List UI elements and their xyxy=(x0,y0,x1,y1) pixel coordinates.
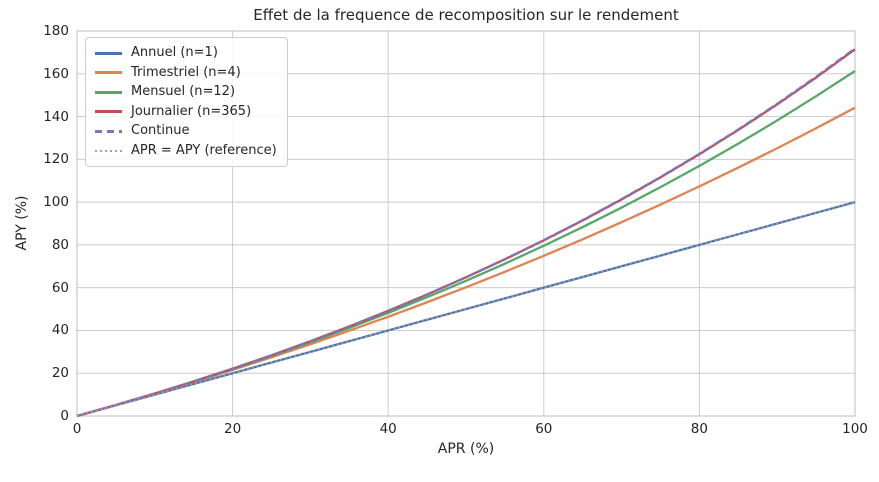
series-line-apr-apy-reference xyxy=(76,201,856,417)
legend-line-swatch xyxy=(95,129,122,133)
y-tick-label: 160 xyxy=(43,65,69,82)
legend-label: Mensuel (n=12) xyxy=(131,84,236,99)
legend-item: APR = APY (reference) xyxy=(95,143,277,160)
legend-item: Continue xyxy=(95,123,277,140)
x-tick-label: 20 xyxy=(224,421,242,437)
legend-line-swatch xyxy=(95,90,122,94)
x-tick-label: 100 xyxy=(842,421,868,437)
legend-item: Journalier (n=365) xyxy=(95,104,277,121)
x-tick-label: 40 xyxy=(379,421,397,437)
y-tick-label: 140 xyxy=(43,108,69,125)
x-axis-label: APR (%) xyxy=(437,441,495,457)
y-tick-label: 120 xyxy=(43,151,69,168)
y-tick-label: 20 xyxy=(51,365,69,382)
y-tick-label: 0 xyxy=(60,408,69,424)
chart-title: Effet de la frequence de recomposition s… xyxy=(253,6,679,24)
y-tick-label: 180 xyxy=(43,23,69,39)
legend-item: Trimestriel (n=4) xyxy=(95,65,277,82)
legend-line-swatch xyxy=(95,71,122,75)
y-tick-label: 80 xyxy=(51,236,69,253)
legend-line-swatch xyxy=(95,51,122,55)
legend-label: Continue xyxy=(131,123,190,138)
legend-label: Annuel (n=1) xyxy=(131,45,218,60)
y-tick-label: 40 xyxy=(51,322,69,339)
legend-label: Trimestriel (n=4) xyxy=(131,64,241,80)
legend-label: Journalier (n=365) xyxy=(131,103,252,119)
legend-item: Annuel (n=1) xyxy=(95,45,277,62)
legend-item: Mensuel (n=12) xyxy=(95,84,277,101)
legend: Annuel (n=1) Trimestriel (n=4) Mensuel (n=… xyxy=(85,37,288,167)
legend-line-swatch xyxy=(95,110,122,114)
legend-line-swatch xyxy=(95,149,122,152)
x-tick-label: 0 xyxy=(72,421,82,437)
plot-border xyxy=(76,30,856,417)
y-tick-label: 60 xyxy=(51,279,69,296)
x-tick-label: 60 xyxy=(535,421,553,437)
series-line-continue xyxy=(76,47,856,418)
legend-label: APR = APY (reference) xyxy=(131,142,277,158)
x-tick-label: 80 xyxy=(690,421,708,437)
y-tick-label: 100 xyxy=(43,194,69,211)
